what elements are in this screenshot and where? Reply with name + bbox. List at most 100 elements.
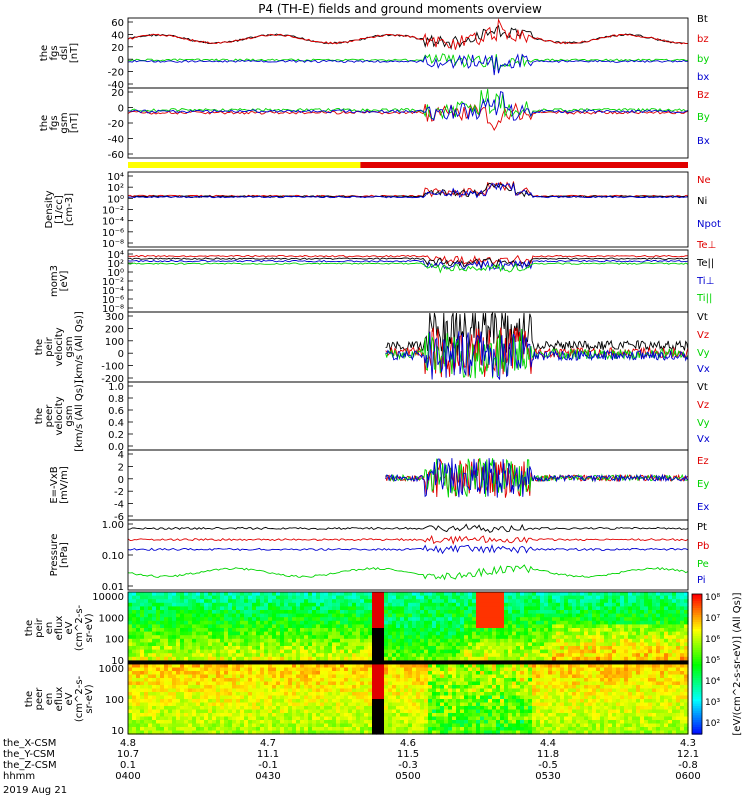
heatmap-cell xyxy=(324,649,329,654)
heatmap-cell xyxy=(192,642,197,647)
heatmap-cell xyxy=(400,602,405,607)
heatmap-cell xyxy=(420,602,425,607)
heatmap-cell xyxy=(296,688,301,693)
heatmap-cell xyxy=(368,678,373,683)
heatmap-cell xyxy=(228,620,233,625)
heatmap-cell xyxy=(148,610,153,615)
heatmap-cell xyxy=(384,664,389,669)
heatmap-cell xyxy=(284,713,289,718)
heatmap-cell xyxy=(160,716,165,721)
heatmap-cell xyxy=(152,709,157,714)
ytick-label: 10⁻⁶ xyxy=(102,228,124,239)
heatmap-cell xyxy=(580,653,585,658)
heatmap-cell xyxy=(604,602,609,607)
heatmap-cell xyxy=(472,730,477,735)
heatmap-cell xyxy=(228,674,233,679)
heatmap-cell xyxy=(580,646,585,651)
heatmap-cell xyxy=(244,685,249,690)
heatmap-cell xyxy=(460,660,465,665)
heatmap-cell xyxy=(160,649,165,654)
heatmap-cell xyxy=(412,656,417,661)
heatmap-cell xyxy=(188,664,193,669)
heatmap-cell xyxy=(408,610,413,615)
heatmap-cell xyxy=(160,671,165,676)
heatmap-cell xyxy=(356,727,361,732)
heatmap-cell xyxy=(368,613,373,618)
heatmap-cell xyxy=(600,638,605,643)
heatmap-cell xyxy=(148,649,153,654)
heatmap-cell xyxy=(484,709,489,714)
heatmap-cell xyxy=(248,620,253,625)
heatmap-cell xyxy=(684,649,689,654)
heatmap-cell xyxy=(344,613,349,618)
ylabel-peer-eflux: the xyxy=(24,691,35,707)
heatmap-cell xyxy=(532,610,537,615)
heatmap-cell xyxy=(472,649,477,654)
heatmap-cell xyxy=(268,674,273,679)
heatmap-cell xyxy=(308,628,313,633)
heatmap-cell xyxy=(516,706,521,711)
heatmap-cell xyxy=(228,646,233,651)
ylabel-peer-velocity: velocity xyxy=(54,396,65,435)
heatmap-cell xyxy=(248,653,253,658)
heatmap-cell xyxy=(408,671,413,676)
heatmap-cell xyxy=(240,723,245,728)
heatmap-cell xyxy=(304,613,309,618)
heatmap-cell xyxy=(628,613,633,618)
heatmap-cell xyxy=(160,713,165,718)
heatmap-cell xyxy=(368,610,373,615)
heatmap-cell xyxy=(316,599,321,604)
heatmap-cell xyxy=(332,695,337,700)
heatmap-cell xyxy=(348,692,353,697)
heatmap-cell xyxy=(344,688,349,693)
heatmap-cell xyxy=(184,635,189,640)
heatmap-cell xyxy=(264,713,269,718)
heatmap-cell xyxy=(192,631,197,636)
heatmap-cell xyxy=(212,595,217,600)
heatmap-cell xyxy=(528,642,533,647)
heatmap-cell xyxy=(188,620,193,625)
heatmap-cell xyxy=(144,709,149,714)
heatmap-cell xyxy=(452,692,457,697)
heatmap-cell xyxy=(260,664,265,669)
heatmap-cell xyxy=(252,702,257,707)
heatmap-cell xyxy=(532,653,537,658)
heatmap-cell xyxy=(464,610,469,615)
heatmap-cell xyxy=(616,617,621,622)
heatmap-cell xyxy=(344,671,349,676)
heatmap-cell xyxy=(468,610,473,615)
heatmap-cell xyxy=(484,713,489,718)
heatmap-cell xyxy=(500,702,505,707)
heatmap-cell xyxy=(372,706,377,711)
heatmap-cell xyxy=(212,649,217,654)
heatmap-cell xyxy=(444,613,449,618)
heatmap-cell xyxy=(404,664,409,669)
heatmap-cell xyxy=(268,635,273,640)
plot-title: P4 (TH-E) fields and ground moments over… xyxy=(258,2,542,16)
heatmap-cell xyxy=(192,695,197,700)
heatmap-cell xyxy=(152,595,157,600)
heatmap-cell xyxy=(632,617,637,622)
heatmap-cell xyxy=(440,671,445,676)
heatmap-cell xyxy=(668,628,673,633)
ytick-label: -40 xyxy=(108,80,124,91)
heatmap-cell xyxy=(144,592,149,597)
heatmap-cell xyxy=(384,602,389,607)
heatmap-cell xyxy=(356,702,361,707)
heatmap-cell xyxy=(644,649,649,654)
heatmap-cell xyxy=(508,692,513,697)
heatmap-cell xyxy=(288,716,293,721)
heatmap-cell xyxy=(300,631,305,636)
heatmap-cell xyxy=(576,620,581,625)
heatmap-cell xyxy=(204,606,209,611)
heatmap-cell xyxy=(276,685,281,690)
heatmap-cell xyxy=(492,699,497,704)
heatmap-cell xyxy=(428,671,433,676)
heatmap-cell xyxy=(396,646,401,651)
heatmap-cell xyxy=(536,635,541,640)
heatmap-cell xyxy=(288,685,293,690)
heatmap-cell xyxy=(312,606,317,611)
heatmap-cell xyxy=(348,599,353,604)
heatmap-cell xyxy=(336,706,341,711)
heatmap-cell xyxy=(176,628,181,633)
